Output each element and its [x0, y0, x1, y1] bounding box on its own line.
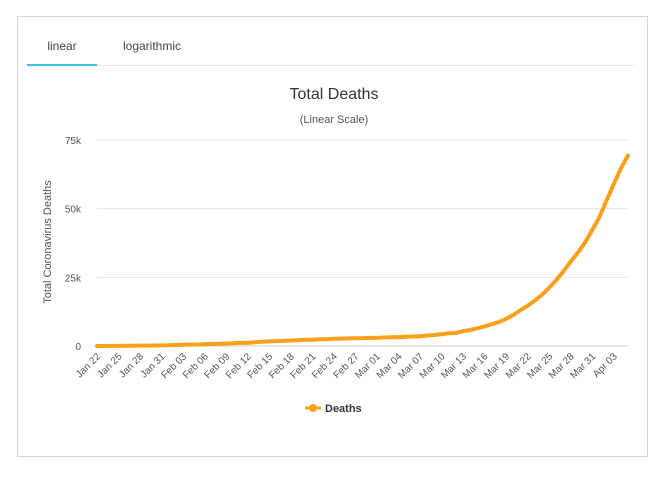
chart-subtitle: (Linear Scale) — [300, 114, 368, 126]
tab-linear[interactable]: linear — [27, 17, 97, 66]
chart-title: Total Deaths — [290, 86, 379, 103]
series-line-deaths[interactable] — [95, 153, 630, 348]
legend-marker-icon — [309, 404, 317, 412]
tab-logarithmic[interactable]: logarithmic — [122, 39, 182, 53]
y-tick-label: 75k — [65, 136, 82, 147]
y-tick-label: 50k — [65, 205, 82, 216]
legend-label-deaths: Deaths — [325, 403, 362, 415]
scale-tabs: linear logarithmic — [27, 17, 638, 66]
legend[interactable]: Deaths — [305, 403, 362, 415]
chart-card: linear logarithmic — [17, 16, 648, 457]
y-axis-label: Total Coronavirus Deaths — [42, 180, 54, 304]
y-tick-label: 25k — [65, 273, 82, 284]
y-tick-label: 0 — [75, 342, 81, 353]
x-tick-label: Apr 03 — [591, 351, 620, 380]
